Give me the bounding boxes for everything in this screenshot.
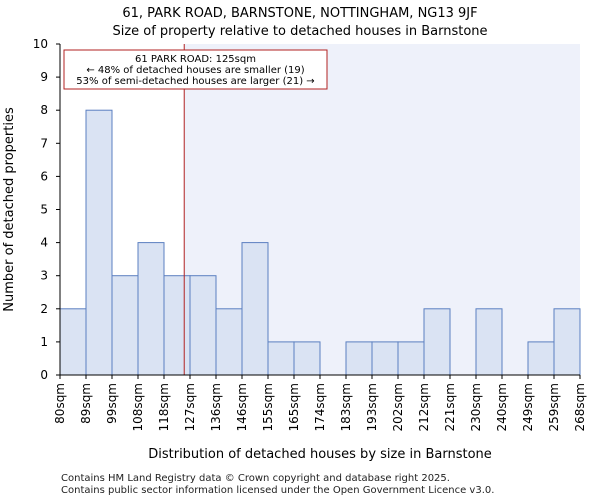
x-tick-label: 268sqm <box>573 383 587 431</box>
footer-line-2: Contains public sector information licen… <box>61 485 495 496</box>
y-tick-label: 7 <box>40 136 48 150</box>
y-tick-label: 8 <box>40 103 48 117</box>
chart-subtitle: Size of property relative to detached ho… <box>112 24 488 39</box>
y-tick-label: 3 <box>40 269 48 283</box>
y-tick-label: 0 <box>40 368 48 382</box>
bar-136sqm <box>215 308 243 376</box>
x-tick-label: 136sqm <box>209 383 223 431</box>
bar-193sqm <box>371 341 399 376</box>
x-tick-label: 99sqm <box>105 383 119 424</box>
bar-108sqm <box>137 242 165 376</box>
annotation-smaller: ← 48% of detached houses are smaller (19… <box>86 65 304 76</box>
x-tick-label: 80sqm <box>53 383 67 424</box>
chart-title: 61, PARK ROAD, BARNSTONE, NOTTINGHAM, NG… <box>122 6 478 21</box>
x-axis-label: Distribution of detached houses by size … <box>148 447 492 462</box>
y-axis-label: Number of detached properties <box>2 107 17 312</box>
bar-249sqm <box>527 341 555 376</box>
annotation-box: 61 PARK ROAD: 125sqm ← 48% of detached h… <box>63 49 328 90</box>
x-tick-label: 183sqm <box>339 383 353 431</box>
y-tick-label: 2 <box>40 302 48 316</box>
y-tick-label: 10 <box>33 37 48 51</box>
footer-line-1: Contains HM Land Registry data © Crown c… <box>61 473 450 484</box>
x-tick-label: 108sqm <box>131 383 145 431</box>
bar-99sqm <box>111 275 139 376</box>
x-tick-label: 146sqm <box>235 383 249 431</box>
bar-212sqm <box>423 308 451 376</box>
x-tick-label: 165sqm <box>287 383 301 431</box>
bar-155sqm <box>267 341 295 376</box>
bar-165sqm <box>293 341 321 376</box>
bar-146sqm <box>241 242 269 376</box>
y-tick-label: 9 <box>40 70 48 84</box>
x-tick-label: 221sqm <box>443 383 457 431</box>
bar-127sqm <box>189 275 217 376</box>
y-tick-label: 6 <box>40 169 48 183</box>
y-tick-label: 5 <box>40 203 48 217</box>
annotation-border <box>63 49 328 90</box>
x-tick-label: 174sqm <box>313 383 327 431</box>
x-tick-label: 249sqm <box>521 383 535 431</box>
bar-230sqm <box>475 308 503 376</box>
y-tick-label: 1 <box>40 335 48 349</box>
x-tick-label: 127sqm <box>183 383 197 431</box>
x-tick-label: 259sqm <box>547 383 561 431</box>
bar-118sqm <box>163 275 191 376</box>
x-tick-label: 240sqm <box>495 383 509 431</box>
x-tick-label: 118sqm <box>157 383 171 431</box>
x-tick-label: 212sqm <box>417 383 431 431</box>
x-tick-label: 202sqm <box>391 383 405 431</box>
y-tick-label: 4 <box>40 236 48 250</box>
bar-80sqm <box>59 308 87 376</box>
bar-202sqm <box>397 341 425 376</box>
x-tick-label: 155sqm <box>261 383 275 431</box>
annotation-larger: 53% of semi-detached houses are larger (… <box>76 76 314 87</box>
x-tick-label: 89sqm <box>79 383 93 424</box>
bar-183sqm <box>345 341 373 376</box>
bar-89sqm <box>85 109 113 376</box>
annotation-title: 61 PARK ROAD: 125sqm <box>135 54 256 65</box>
bar-259sqm <box>553 308 581 376</box>
x-tick-label: 230sqm <box>469 383 483 431</box>
x-tick-label: 193sqm <box>365 383 379 431</box>
